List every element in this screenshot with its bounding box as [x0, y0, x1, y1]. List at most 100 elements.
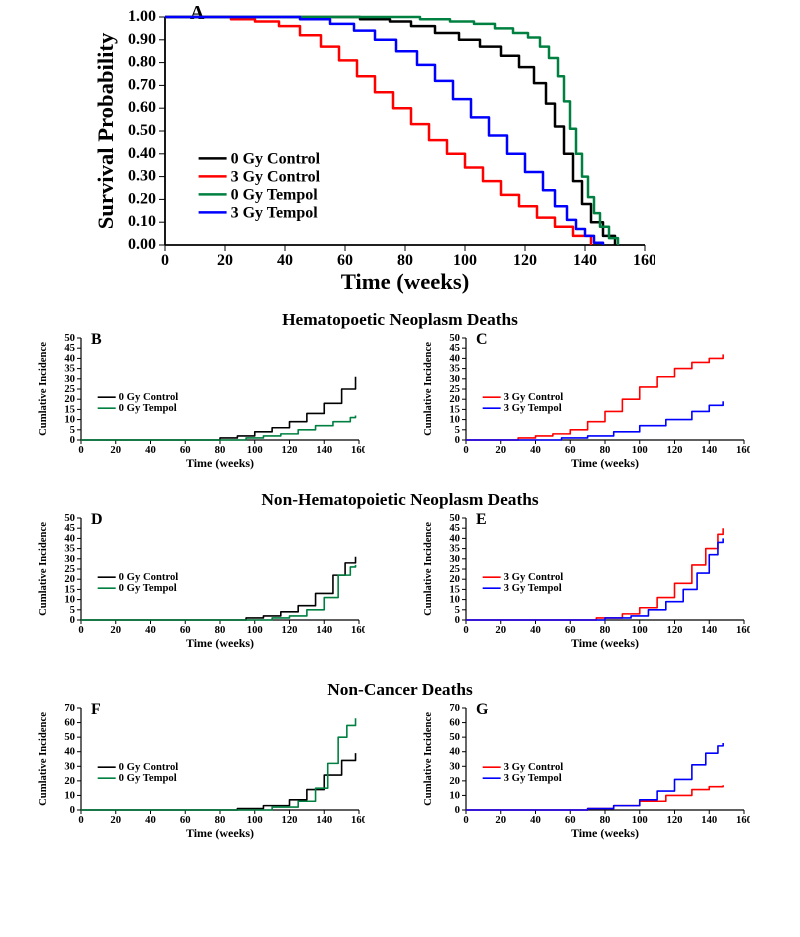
- svg-text:10: 10: [449, 595, 460, 606]
- svg-text:5: 5: [70, 425, 75, 436]
- svg-text:20: 20: [449, 574, 460, 585]
- svg-text:50: 50: [449, 513, 460, 524]
- svg-text:30: 30: [64, 761, 75, 772]
- svg-text:60: 60: [565, 625, 576, 636]
- svg-text:10: 10: [449, 790, 460, 801]
- svg-text:0.40: 0.40: [128, 145, 156, 162]
- svg-text:F: F: [91, 701, 101, 718]
- svg-text:20: 20: [64, 574, 75, 585]
- svg-text:35: 35: [449, 364, 460, 375]
- svg-text:0: 0: [463, 625, 468, 636]
- svg-text:40: 40: [530, 815, 541, 826]
- svg-text:3 Gy Control: 3 Gy Control: [504, 572, 564, 583]
- svg-text:0.30: 0.30: [128, 168, 156, 185]
- svg-text:15: 15: [64, 404, 75, 415]
- svg-text:25: 25: [64, 384, 75, 395]
- svg-text:0: 0: [455, 615, 460, 626]
- svg-text:50: 50: [64, 333, 75, 344]
- svg-text:100: 100: [247, 815, 263, 826]
- svg-text:160: 160: [736, 815, 750, 826]
- svg-text:160: 160: [351, 445, 365, 456]
- svg-text:10: 10: [449, 415, 460, 426]
- svg-text:160: 160: [736, 625, 750, 636]
- svg-text:0 Gy Control: 0 Gy Control: [119, 762, 179, 773]
- svg-text:35: 35: [64, 364, 75, 375]
- panel-e-nonhema-3gy: 0204060801001201401600510152025303540455…: [420, 510, 750, 650]
- svg-text:140: 140: [701, 815, 717, 826]
- svg-text:0: 0: [78, 445, 83, 456]
- svg-text:Time (weeks): Time (weeks): [571, 826, 639, 840]
- svg-text:160: 160: [351, 815, 365, 826]
- svg-text:0: 0: [455, 805, 460, 816]
- svg-text:40: 40: [449, 353, 460, 364]
- svg-text:Cumlative Incidence: Cumlative Incidence: [38, 712, 49, 806]
- svg-text:0: 0: [70, 805, 75, 816]
- svg-text:40: 40: [277, 252, 293, 269]
- svg-text:5: 5: [455, 425, 460, 436]
- svg-text:3 Gy Tempol: 3 Gy Tempol: [231, 204, 319, 221]
- svg-text:0: 0: [78, 625, 83, 636]
- svg-text:0: 0: [70, 435, 75, 446]
- svg-text:0: 0: [463, 445, 468, 456]
- svg-text:20: 20: [110, 445, 121, 456]
- svg-text:60: 60: [449, 718, 460, 729]
- svg-text:100: 100: [632, 625, 648, 636]
- svg-text:0.10: 0.10: [128, 213, 156, 230]
- svg-text:C: C: [476, 331, 488, 348]
- svg-text:Survival Probability: Survival Probability: [95, 32, 118, 229]
- svg-text:G: G: [476, 701, 489, 718]
- section-title-noncancer: Non-Cancer Deaths: [0, 680, 800, 700]
- svg-text:60: 60: [180, 625, 191, 636]
- svg-text:70: 70: [449, 703, 460, 714]
- svg-text:3 Gy Tempol: 3 Gy Tempol: [504, 583, 562, 594]
- svg-text:Cumlative Incidence: Cumlative Incidence: [423, 342, 434, 436]
- svg-text:0.20: 0.20: [128, 190, 156, 207]
- svg-text:1.00: 1.00: [128, 8, 156, 25]
- svg-text:45: 45: [64, 343, 75, 354]
- svg-text:140: 140: [316, 815, 332, 826]
- svg-text:20: 20: [495, 445, 506, 456]
- svg-text:30: 30: [449, 761, 460, 772]
- svg-text:80: 80: [215, 815, 226, 826]
- svg-text:10: 10: [64, 415, 75, 426]
- svg-text:20: 20: [495, 625, 506, 636]
- svg-text:B: B: [91, 331, 102, 348]
- svg-text:40: 40: [64, 533, 75, 544]
- svg-text:60: 60: [565, 815, 576, 826]
- panel-a-survival: 0204060801001201401600.000.100.200.300.4…: [95, 5, 655, 295]
- svg-text:50: 50: [449, 732, 460, 743]
- svg-text:Cumlative Incidence: Cumlative Incidence: [38, 342, 49, 436]
- svg-text:80: 80: [215, 625, 226, 636]
- svg-text:0 Gy Tempol: 0 Gy Tempol: [119, 583, 177, 594]
- svg-text:3 Gy Tempol: 3 Gy Tempol: [504, 403, 562, 414]
- svg-text:120: 120: [667, 625, 683, 636]
- svg-text:80: 80: [600, 815, 611, 826]
- svg-text:0 Gy Control: 0 Gy Control: [231, 150, 321, 167]
- svg-text:40: 40: [530, 445, 541, 456]
- svg-text:20: 20: [110, 815, 121, 826]
- svg-text:30: 30: [449, 554, 460, 565]
- svg-text:120: 120: [282, 815, 298, 826]
- svg-text:3 Gy Control: 3 Gy Control: [504, 392, 564, 403]
- section-title-hema: Hematopoetic Neoplasm Deaths: [0, 310, 800, 330]
- svg-text:20: 20: [449, 394, 460, 405]
- svg-text:120: 120: [513, 252, 537, 269]
- svg-text:140: 140: [316, 625, 332, 636]
- svg-text:0: 0: [70, 615, 75, 626]
- svg-text:40: 40: [145, 815, 156, 826]
- svg-text:0.90: 0.90: [128, 31, 156, 48]
- svg-text:100: 100: [632, 815, 648, 826]
- svg-text:40: 40: [64, 353, 75, 364]
- svg-text:20: 20: [110, 625, 121, 636]
- svg-text:25: 25: [449, 564, 460, 575]
- svg-text:30: 30: [64, 554, 75, 565]
- svg-text:45: 45: [449, 523, 460, 534]
- svg-text:30: 30: [64, 374, 75, 385]
- svg-text:120: 120: [667, 445, 683, 456]
- svg-text:15: 15: [64, 584, 75, 595]
- svg-text:10: 10: [64, 790, 75, 801]
- svg-text:60: 60: [180, 815, 191, 826]
- svg-text:140: 140: [701, 445, 717, 456]
- svg-text:120: 120: [282, 625, 298, 636]
- svg-text:40: 40: [530, 625, 541, 636]
